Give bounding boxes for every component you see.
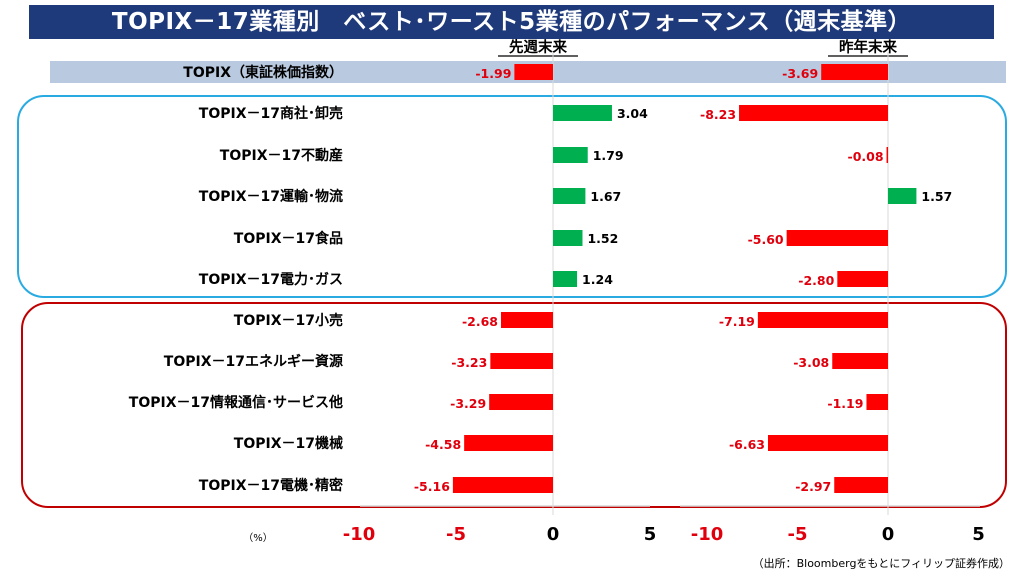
data-label: 1.24 — [582, 272, 613, 287]
data-label: -8.23 — [700, 107, 736, 122]
data-label: -3.08 — [793, 355, 829, 370]
category-label: TOPIX－17運輸･物流 — [199, 188, 343, 205]
x-tick-label: 5 — [644, 524, 657, 545]
data-label: -2.68 — [462, 314, 498, 329]
data-label: -5.60 — [748, 232, 784, 247]
bar — [553, 188, 586, 204]
data-label: 1.52 — [587, 231, 618, 246]
data-label: 1.79 — [593, 148, 624, 163]
x-tick-label: -10 — [691, 524, 724, 545]
unit-label: （%） — [243, 532, 273, 544]
bar — [757, 312, 888, 328]
category-label: TOPIX－17情報通信･サービス他 — [129, 394, 343, 411]
category-label: TOPIX－17商社･卸売 — [199, 105, 343, 122]
bar — [464, 435, 553, 451]
best5-group-box — [17, 95, 1007, 298]
category-label: TOPIX－17食品 — [234, 230, 343, 247]
x-tick-label: 0 — [547, 524, 560, 545]
data-label: 3.04 — [617, 106, 648, 121]
bar — [553, 230, 583, 246]
bar — [490, 353, 553, 369]
bar — [514, 64, 553, 80]
data-label: 1.67 — [590, 189, 621, 204]
worst5-group-box — [21, 302, 1007, 508]
data-label: -4.58 — [425, 437, 461, 452]
bar — [767, 435, 888, 451]
bar — [821, 64, 888, 80]
title-bar: TOPIX－17業種別 ベスト･ワースト5業種のパフォーマンス（週末基準） — [29, 5, 994, 39]
x-tick-label: -10 — [343, 524, 376, 545]
bar — [837, 271, 888, 287]
data-label: -2.80 — [798, 273, 834, 288]
data-label: 1.57 — [921, 189, 952, 204]
data-label: -3.69 — [782, 66, 818, 81]
page-title: TOPIX－17業種別 ベスト･ワースト5業種のパフォーマンス（週末基準） — [111, 9, 912, 35]
x-tick-label: 5 — [972, 524, 985, 545]
category-label: TOPIX－17小売 — [234, 312, 343, 329]
bar — [786, 230, 888, 246]
x-tick-label: 0 — [882, 524, 895, 545]
x-tick-label: -5 — [446, 524, 466, 545]
bar — [553, 147, 588, 163]
x-tick-label: -5 — [788, 524, 808, 545]
data-label: -0.08 — [848, 149, 884, 164]
data-label: -2.97 — [795, 479, 831, 494]
bar — [501, 312, 553, 328]
bar — [834, 477, 888, 493]
bar — [832, 353, 888, 369]
category-label: TOPIX－17不動産 — [220, 147, 343, 164]
panel-title: 先週末来 — [509, 38, 567, 56]
bar — [866, 394, 888, 410]
category-label: TOPIX－17機械 — [234, 435, 343, 452]
bar — [886, 147, 889, 163]
bar — [553, 271, 578, 287]
data-label: -3.23 — [451, 355, 487, 370]
bar — [452, 477, 553, 493]
source-note: （出所：Bloombergをもとにフィリップ証券作成） — [753, 556, 1010, 570]
data-label: -6.63 — [729, 437, 765, 452]
data-label: -7.19 — [719, 314, 755, 329]
data-label: -3.29 — [450, 396, 486, 411]
bar — [739, 105, 888, 121]
category-label: TOPIX（東証株価指数） — [183, 64, 343, 81]
panel-title: 昨年末来 — [839, 38, 897, 56]
bar — [553, 105, 612, 121]
data-label: -1.19 — [827, 396, 863, 411]
data-label: -5.16 — [414, 479, 450, 494]
category-label: TOPIX－17エネルギー資源 — [164, 353, 343, 370]
category-label: TOPIX－17電力･ガス — [199, 271, 343, 288]
bar — [489, 394, 553, 410]
category-label: TOPIX－17電機･精密 — [199, 477, 343, 494]
bar — [888, 188, 917, 204]
data-label: -1.99 — [475, 66, 511, 81]
